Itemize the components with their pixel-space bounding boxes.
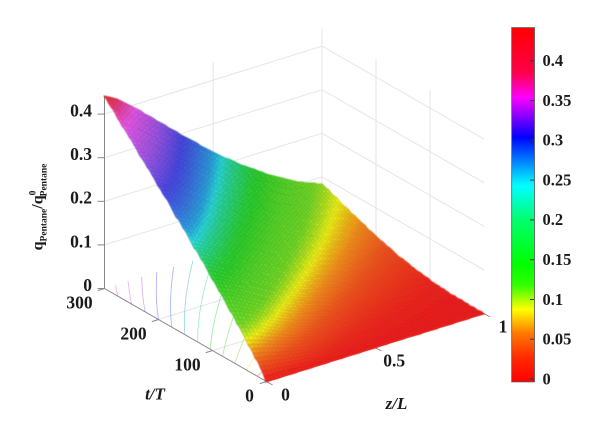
- svg-text:0.2: 0.2: [543, 210, 564, 229]
- svg-text:z/L: z/L: [385, 394, 408, 413]
- svg-text:0.4: 0.4: [543, 51, 564, 70]
- svg-text:0.05: 0.05: [543, 330, 572, 349]
- svg-text:1: 1: [499, 317, 508, 337]
- svg-text:0.35: 0.35: [543, 91, 572, 110]
- svg-text:0: 0: [281, 385, 290, 405]
- svg-text:0.15: 0.15: [543, 250, 572, 269]
- svg-text:0.5: 0.5: [383, 351, 405, 371]
- svg-text:300: 300: [66, 293, 93, 313]
- svg-text:0: 0: [83, 275, 92, 295]
- svg-text:0: 0: [543, 369, 551, 388]
- svg-text:0.1: 0.1: [70, 231, 92, 251]
- svg-text:0.2: 0.2: [70, 188, 92, 208]
- svg-text:0.3: 0.3: [543, 131, 564, 150]
- svg-text:200: 200: [120, 324, 147, 344]
- svg-text:0.1: 0.1: [543, 290, 564, 309]
- svg-text:0: 0: [245, 386, 254, 406]
- svg-text:t/T: t/T: [145, 385, 165, 404]
- svg-text:100: 100: [174, 355, 201, 375]
- svg-text:0.3: 0.3: [70, 144, 92, 164]
- svg-text:0.4: 0.4: [70, 101, 92, 121]
- svg-text:0.25: 0.25: [543, 170, 572, 189]
